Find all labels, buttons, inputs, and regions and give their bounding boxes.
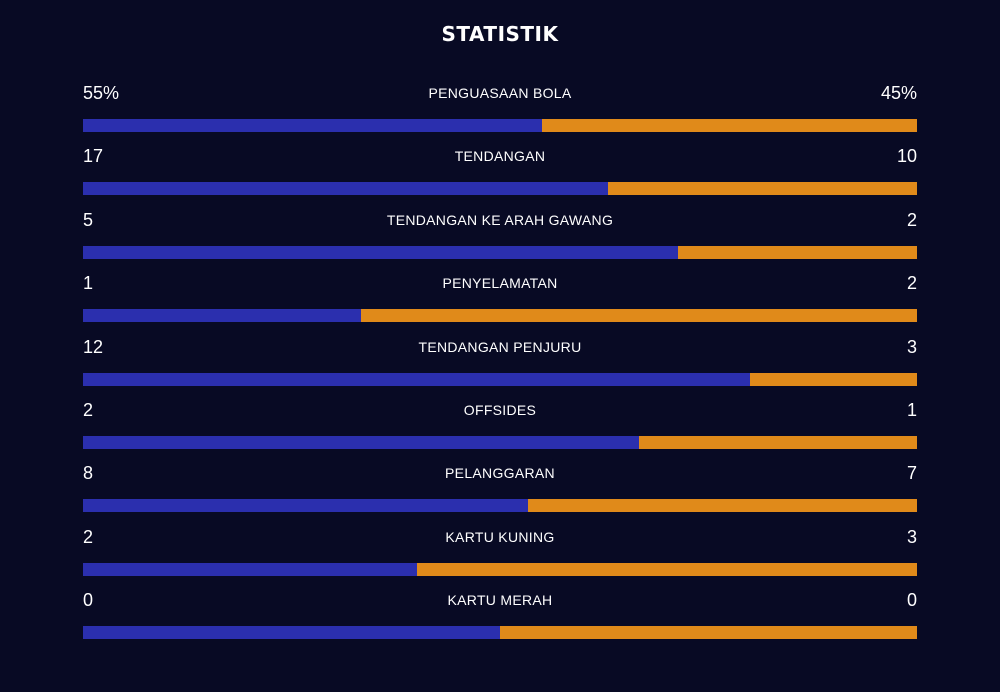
home-value: 17	[83, 146, 104, 167]
home-value: 2	[83, 526, 94, 547]
comparison-bar	[83, 435, 917, 449]
away-value: 7	[906, 463, 917, 484]
home-bar-fill	[83, 309, 361, 323]
away-value: 0	[906, 590, 917, 611]
comparison-bar	[83, 372, 917, 386]
away-value: 10	[896, 146, 917, 167]
home-bar-fill	[83, 435, 640, 449]
stat-row-saves: 1 PENYELAMATAN 2	[83, 270, 917, 333]
home-value: 1	[83, 273, 94, 294]
home-bar-fill	[83, 119, 542, 132]
away-value: 45%	[880, 83, 917, 103]
stat-row-shots-on-target: 5 TENDANGAN KE ARAH GAWANG 2	[83, 207, 917, 270]
away-value: 2	[906, 209, 917, 230]
comparison-bar	[83, 626, 917, 640]
home-bar-fill	[83, 372, 751, 386]
comparison-bar	[83, 309, 917, 323]
away-bar-fill	[500, 626, 917, 640]
stat-row-fouls: 8 PELANGGARAN 7	[83, 460, 917, 523]
away-bar-fill	[608, 182, 917, 196]
away-bar-fill	[360, 309, 917, 323]
stat-label: TENDANGAN PENJURU	[418, 338, 582, 355]
away-value: 3	[906, 526, 917, 547]
home-value: 55%	[83, 83, 120, 103]
stat-row-yellow-cards: 2 KARTU KUNING 3	[83, 524, 917, 587]
home-bar-fill	[83, 182, 609, 196]
home-value: 0	[83, 590, 94, 611]
stat-row-possession: 55% PENGUASAAN BOLA 45%	[83, 80, 917, 143]
comparison-bar	[83, 499, 917, 513]
comparison-bar	[83, 245, 917, 259]
home-bar-fill	[83, 499, 528, 513]
away-value: 2	[906, 273, 917, 294]
stats-list: 55% PENGUASAAN BOLA 45% 17 TENDANGAN 10 …	[83, 80, 917, 651]
home-bar-fill	[83, 626, 500, 640]
away-bar-fill	[678, 245, 917, 259]
stat-label: PENYELAMATAN	[442, 275, 558, 292]
comparison-bar	[83, 182, 917, 196]
away-bar-fill	[750, 372, 917, 386]
stat-row-corners: 12 TENDANGAN PENJURU 3	[83, 334, 917, 397]
stat-label: OFFSIDES	[463, 401, 537, 418]
home-bar-fill	[83, 562, 417, 576]
stats-title: STATISTIK	[441, 22, 559, 46]
away-bar-fill	[541, 119, 917, 132]
away-bar-fill	[416, 562, 917, 576]
stat-label: TENDANGAN	[454, 148, 546, 165]
stat-row-red-cards: 0 KARTU MERAH 0	[83, 587, 917, 650]
stat-row-offsides: 2 OFFSIDES 1	[83, 397, 917, 460]
stat-row-shots: 17 TENDANGAN 10	[83, 143, 917, 206]
home-value: 12	[83, 336, 104, 357]
stat-label: TENDANGAN KE ARAH GAWANG	[386, 211, 614, 228]
away-bar-fill	[527, 499, 917, 513]
home-bar-fill	[83, 245, 679, 259]
away-value: 3	[906, 336, 917, 357]
away-value: 1	[906, 399, 917, 420]
home-value: 8	[83, 463, 94, 484]
stat-label: PELANGGARAN	[445, 465, 555, 482]
stat-label: KARTU KUNING	[445, 528, 555, 545]
comparison-bar	[83, 119, 917, 132]
stat-label: PENGUASAAN BOLA	[428, 85, 572, 101]
home-value: 5	[83, 209, 94, 230]
stat-label: KARTU MERAH	[447, 592, 553, 609]
away-bar-fill	[639, 435, 917, 449]
home-value: 2	[83, 399, 94, 420]
comparison-bar	[83, 562, 917, 576]
